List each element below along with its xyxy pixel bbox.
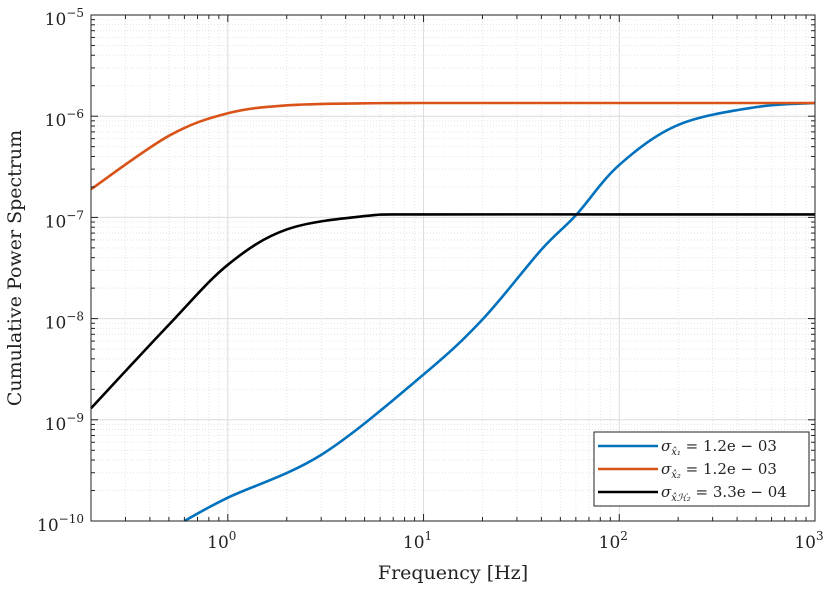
- x-tick-label: 102: [599, 529, 628, 553]
- series-line-3: [90, 213, 815, 410]
- y-tick-label: 10−7: [45, 208, 84, 232]
- series-line-1: [183, 101, 816, 523]
- legend-entry-3: σx̂ℋ₂ = 3.3e − 04: [661, 483, 787, 504]
- x-tick-label: 101: [403, 529, 432, 553]
- series-lines: [90, 101, 816, 523]
- axes-box: [90, 14, 816, 522]
- y-tick-label: 10−5: [45, 6, 84, 30]
- x-tick-label: 103: [794, 529, 823, 553]
- x-axis-label: Frequency [Hz]: [378, 562, 528, 584]
- y-tick-label: 10−6: [45, 107, 84, 131]
- y-tick-label: 10−8: [45, 310, 84, 334]
- series-line-2: [90, 101, 815, 191]
- y-tick-label: 10−9: [45, 411, 84, 435]
- y-tick-label: 10−10: [37, 512, 84, 536]
- legend-entry-2: σx̂₂ = 1.2e − 03: [661, 460, 777, 481]
- y-axis-label: Cumulative Power Spectrum: [4, 130, 26, 406]
- grid: [90, 14, 816, 522]
- legend-entry-1: σx̂₁ = 1.2e − 03: [661, 437, 777, 458]
- ticks: 100 101 102 103 10−10 10−9 10−8 10−7 10−6 10−5: [37, 6, 824, 553]
- x-tick-label: 100: [207, 529, 236, 553]
